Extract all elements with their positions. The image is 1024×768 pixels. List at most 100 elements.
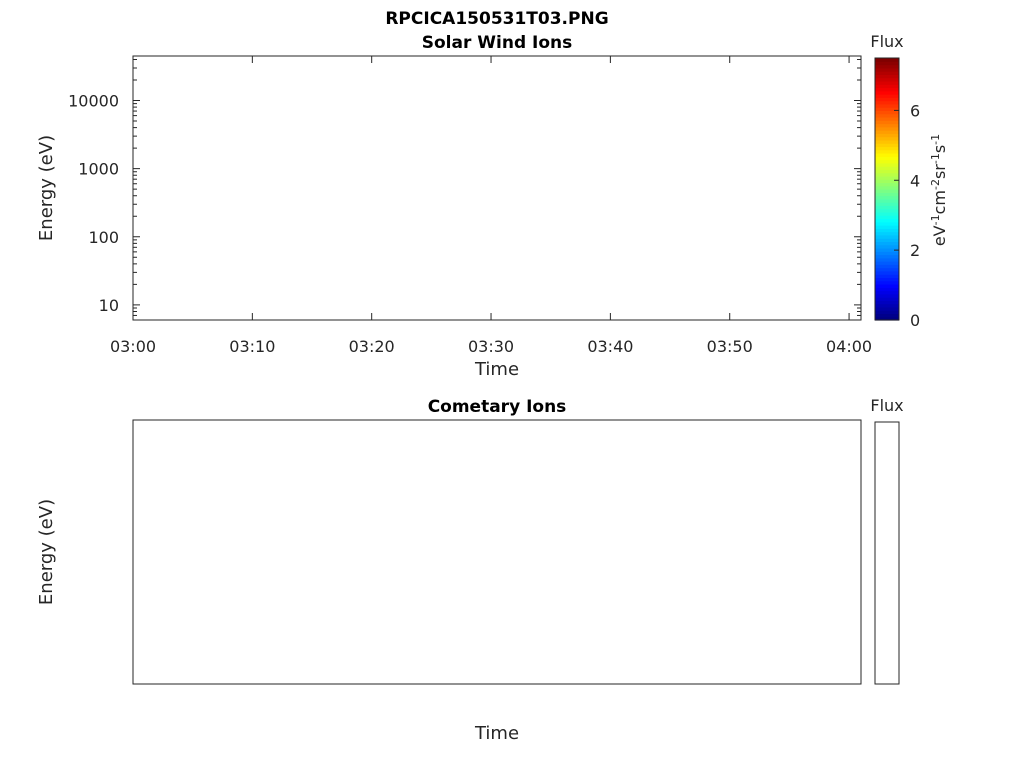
- colorbar-step: [875, 67, 899, 72]
- y-axis-label: Energy (eV): [36, 499, 57, 605]
- colorbar-title: Flux: [870, 396, 903, 415]
- x-axis-label: Time: [474, 723, 519, 744]
- colorbar-step: [875, 175, 899, 180]
- colorbar-step: [875, 244, 899, 249]
- colorbar-step: [875, 290, 899, 295]
- colorbar-step: [875, 192, 899, 197]
- y-axis-label: Energy (eV): [36, 135, 57, 241]
- colorbar-step: [875, 306, 899, 311]
- colorbar-step: [875, 84, 899, 89]
- colorbar-step: [875, 90, 899, 95]
- colorbar-step: [875, 208, 899, 213]
- colorbar-step: [875, 71, 899, 75]
- colorbar-step: [875, 198, 899, 203]
- x-tick-label: 04:00: [826, 337, 872, 356]
- colorbar-step: [875, 136, 899, 141]
- colorbar-step: [875, 103, 899, 108]
- x-tick-label: 03:20: [349, 337, 395, 356]
- plot-area: [133, 56, 861, 320]
- colorbar-step: [875, 113, 899, 118]
- colorbar-step: [875, 58, 899, 62]
- panel-solar-wind-ions: Solar Wind Ions 03:00 03:10 03:20 03:30 03:4…: [36, 32, 949, 380]
- colorbar-step: [875, 283, 899, 288]
- colorbar-step: [875, 179, 899, 184]
- colorbar-step: [875, 189, 899, 193]
- y-tick-label: 1000: [78, 160, 119, 179]
- colorbar-step: [875, 251, 899, 256]
- colorbar-step: [875, 195, 899, 200]
- colorbar-step: [875, 166, 899, 170]
- colorbar-step: [875, 100, 899, 105]
- panel-cometary-ions: Cometary Ions Time Energy (eV) Flux: [36, 396, 904, 744]
- colorbar-ticks: 0 2 4 6: [894, 101, 920, 330]
- colorbar-step: [875, 123, 899, 128]
- colorbar-step: [875, 116, 899, 121]
- colorbar-step: [875, 120, 899, 125]
- colorbar-step: [875, 300, 899, 305]
- colorbar-step: [875, 238, 899, 242]
- colorbar-step: [875, 277, 899, 282]
- colorbar-step: [875, 130, 899, 134]
- colorbar-step: [875, 152, 899, 157]
- colorbar-step: [875, 133, 899, 138]
- colorbar-step: [875, 172, 899, 177]
- colorbar-tick-label: 0: [910, 311, 920, 330]
- colorbar-step: [875, 126, 899, 131]
- colorbar-step: [875, 280, 899, 285]
- colorbar-step: [875, 211, 899, 216]
- colorbar-step: [875, 107, 899, 111]
- colorbar-step: [875, 64, 899, 69]
- colorbar-step: [875, 77, 899, 82]
- y-axis: 10 100 1000 10000: [68, 58, 861, 321]
- plot-frame: [132, 55, 862, 321]
- colorbar-frame: [874, 421, 900, 685]
- colorbar-step: [875, 185, 899, 190]
- colorbar: Flux: [870, 396, 904, 685]
- colorbar-step: [875, 215, 899, 220]
- colorbar-step: [875, 61, 899, 66]
- colorbar-step: [875, 241, 899, 246]
- colorbar-step: [875, 205, 899, 210]
- x-tick-label: 03:00: [110, 337, 156, 356]
- colorbar-step: [875, 97, 899, 102]
- x-tick-label: 03:50: [707, 337, 753, 356]
- colorbar-step: [875, 247, 899, 252]
- plot-area: [133, 420, 861, 684]
- colorbar-step: [875, 94, 899, 98]
- colorbar-step: [875, 169, 899, 174]
- colorbar-step: [875, 156, 899, 161]
- colorbar-step: [875, 221, 899, 226]
- colorbar-step: [875, 218, 899, 223]
- colorbar-step: [875, 303, 899, 308]
- x-tick-label: 03:30: [468, 337, 514, 356]
- colorbar-step: [875, 234, 899, 239]
- colorbar-step: [875, 257, 899, 262]
- colorbar-step: [875, 254, 899, 259]
- plot-frame: [132, 419, 862, 685]
- panel-title: Cometary Ions: [428, 397, 567, 417]
- colorbar-unit: eV-1cm-2sr-1s-1: [929, 134, 950, 246]
- colorbar-step: [875, 310, 899, 315]
- colorbar-step: [875, 74, 899, 79]
- colorbar-step: [875, 267, 899, 272]
- y-tick-label: 10000: [68, 92, 119, 111]
- x-tick-label: 03:10: [229, 337, 275, 356]
- figure-title: RPCICA150531T03.PNG: [385, 9, 608, 29]
- colorbar-step: [875, 231, 899, 236]
- colorbar-step: [875, 293, 899, 298]
- colorbar-step: [875, 159, 899, 164]
- colorbar-step: [875, 139, 899, 144]
- colorbar-step: [875, 162, 899, 167]
- y-tick-label: 10: [99, 296, 119, 315]
- colorbar-step: [875, 274, 899, 279]
- x-tick-label: 03:40: [587, 337, 633, 356]
- x-axis-label: Time: [474, 359, 519, 380]
- colorbar-step: [875, 264, 899, 269]
- colorbar-step: [875, 146, 899, 151]
- colorbar-step: [875, 316, 899, 321]
- colorbar-step: [875, 110, 899, 115]
- colorbar-tick-label: 2: [910, 241, 920, 260]
- colorbar-step: [875, 228, 899, 233]
- colorbar-step: [875, 225, 899, 229]
